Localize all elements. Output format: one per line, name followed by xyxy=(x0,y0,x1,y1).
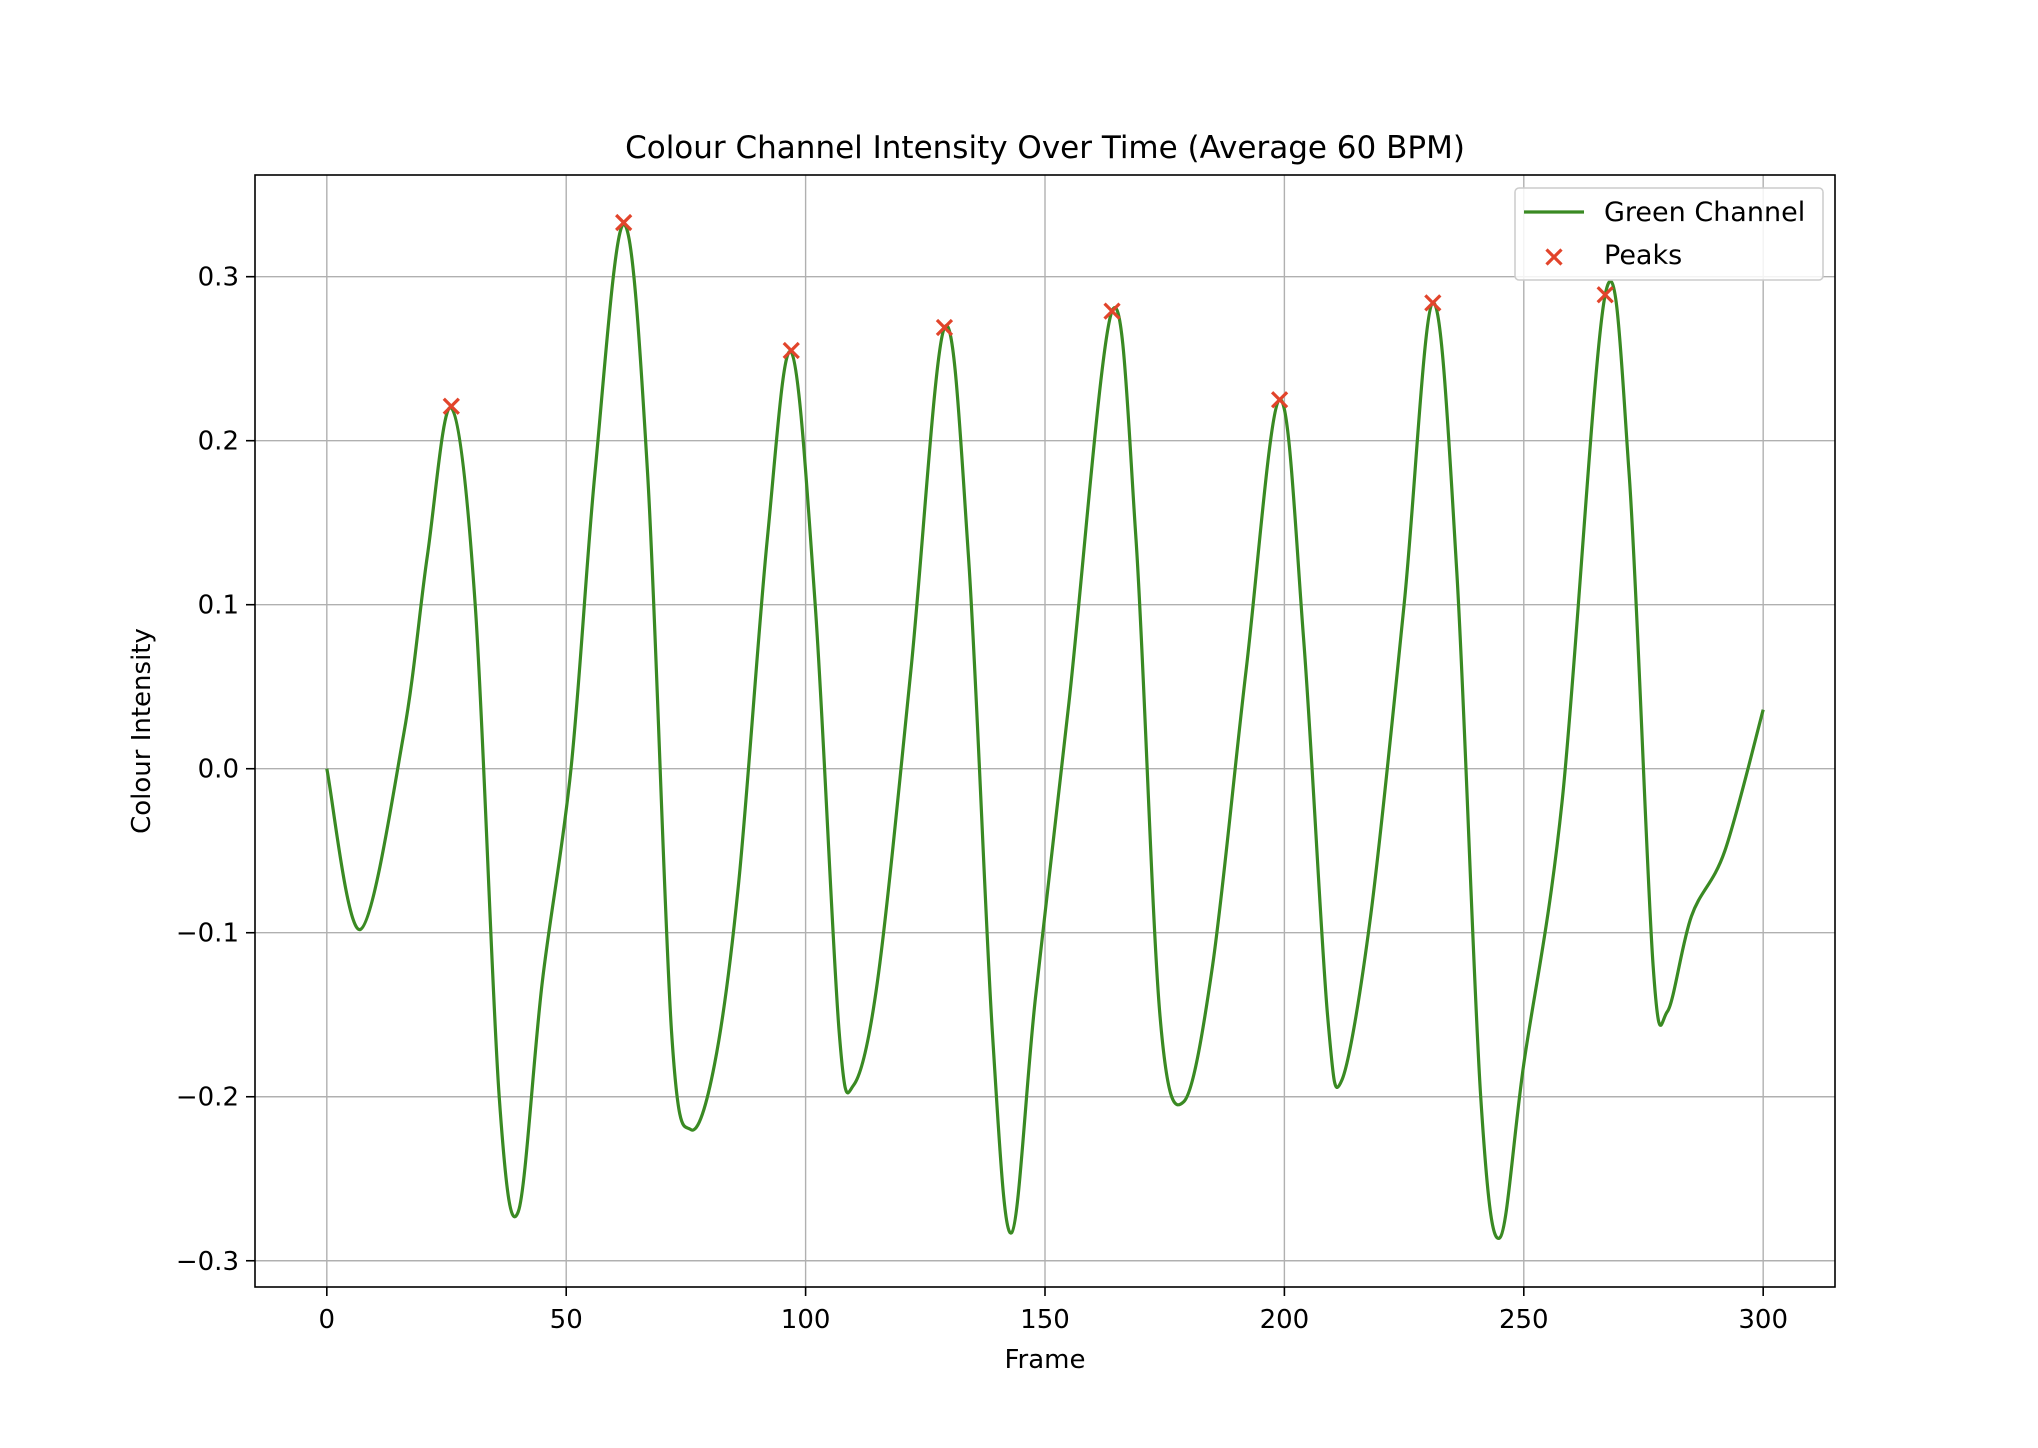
legend-x-marker xyxy=(1545,248,1563,266)
y-tick-label: −0.2 xyxy=(176,1083,239,1113)
legend-box xyxy=(1514,187,1824,281)
y-tick-label: −0.3 xyxy=(176,1247,239,1277)
legend: Green Channel Peaks xyxy=(1514,187,1824,281)
peak-marker-stroke xyxy=(1424,294,1442,312)
peak-marker xyxy=(935,318,954,337)
peak-marker xyxy=(782,341,800,360)
peak-marker-stroke xyxy=(615,213,633,232)
peak-marker-stroke xyxy=(1270,391,1289,409)
y-axis: −0.3 −0.2 −0.1 0.0 0.1 0.2 0.3 xyxy=(176,263,255,1277)
x-tick-label: 250 xyxy=(1499,1305,1549,1335)
legend-x-stroke xyxy=(1545,248,1563,266)
peak-marker-stroke xyxy=(1103,302,1121,320)
y-tick-label: 0.1 xyxy=(198,591,239,621)
peak-marker-stroke xyxy=(442,397,460,415)
chart-title: Colour Channel Intensity Over Time (Aver… xyxy=(625,130,1465,166)
peak-marker xyxy=(1596,286,1614,304)
peak-marker xyxy=(1270,391,1289,409)
y-tick-label: 0.3 xyxy=(198,263,239,293)
x-tick-label: 200 xyxy=(1260,1305,1310,1335)
x-axis-label: Frame xyxy=(1004,1345,1085,1375)
peak-marker xyxy=(442,397,460,415)
series-line-green-channel xyxy=(325,222,1765,1240)
peak-marker-stroke xyxy=(935,318,954,337)
x-tick-label: 150 xyxy=(1020,1305,1070,1335)
x-tick-label: 0 xyxy=(319,1305,336,1335)
y-tick-label: 0.0 xyxy=(198,755,239,785)
legend-entry-green-channel: Green Channel xyxy=(1604,197,1805,228)
peak-marker xyxy=(1103,302,1121,320)
peak-marker xyxy=(615,213,633,232)
x-axis: 0 50 100 150 200 250 300 xyxy=(319,1287,1788,1335)
peak-marker-stroke xyxy=(1596,286,1614,304)
y-tick-label: −0.1 xyxy=(176,919,239,949)
peak-marker-stroke xyxy=(782,341,800,360)
y-tick-label: 0.2 xyxy=(198,427,239,457)
y-axis-label: Colour Intensity xyxy=(127,628,157,834)
x-tick-label: 300 xyxy=(1738,1305,1788,1335)
x-tick-label: 100 xyxy=(781,1305,831,1335)
peak-marker xyxy=(1424,294,1442,312)
series-layer xyxy=(325,213,1765,1240)
x-tick-label: 50 xyxy=(550,1305,583,1335)
legend-entry-peaks: Peaks xyxy=(1604,240,1682,271)
